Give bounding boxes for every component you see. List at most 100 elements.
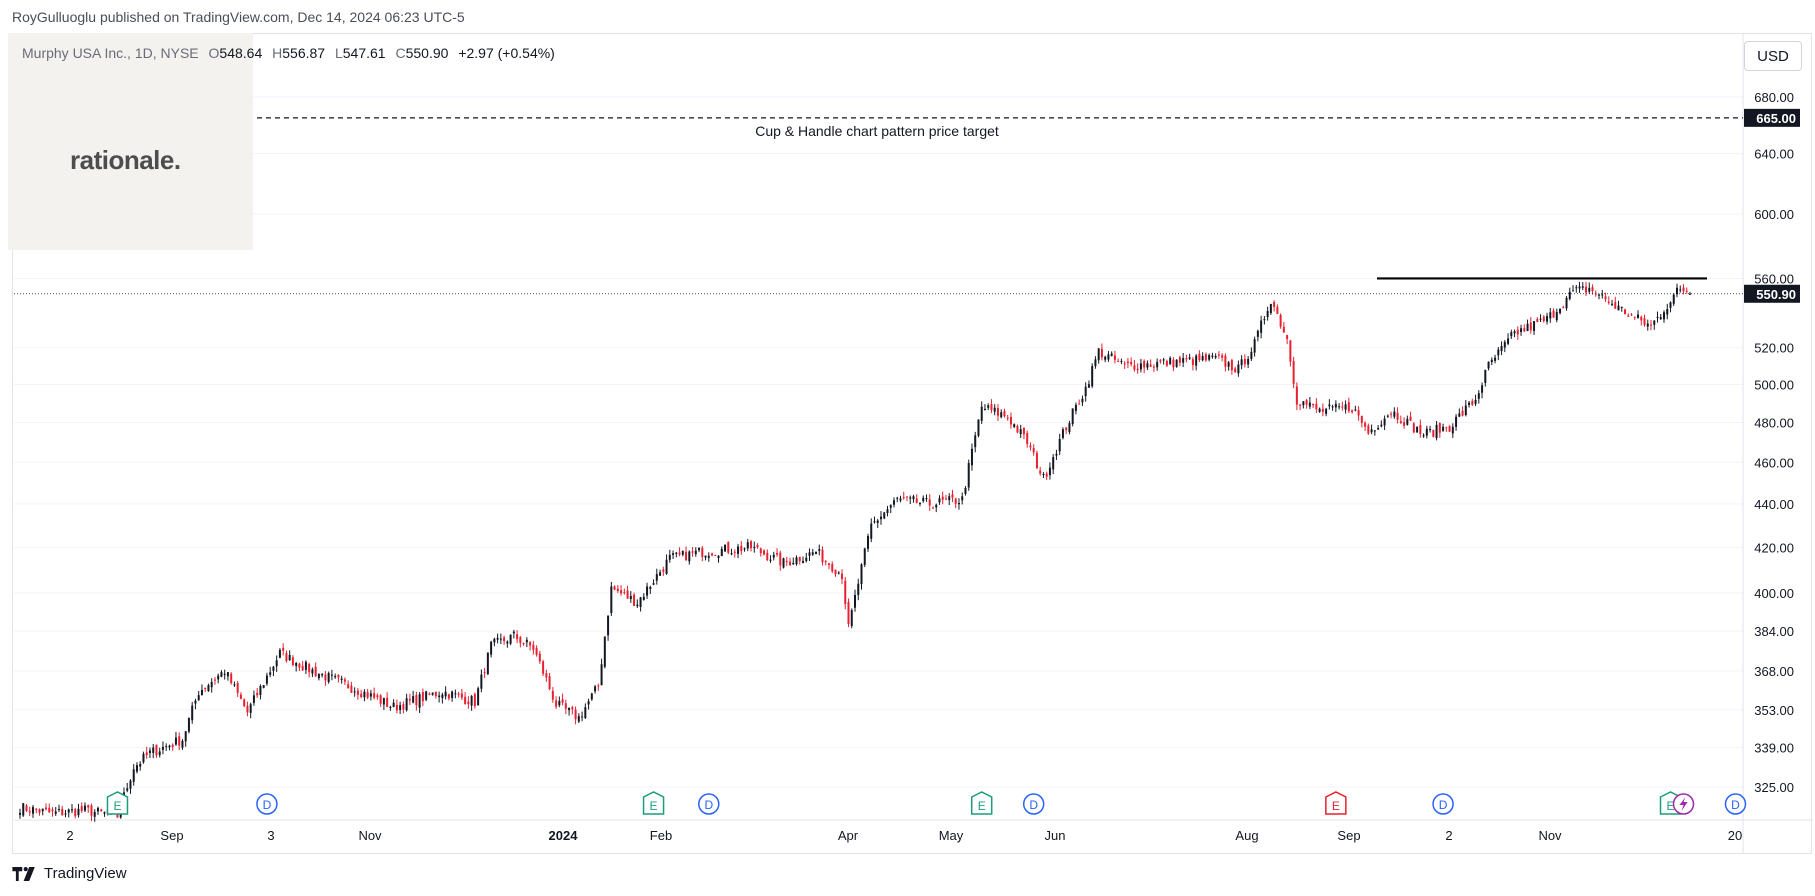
candle-body [1497,349,1500,356]
candle-body [399,705,402,711]
candle-body [509,634,512,644]
watermark-text: rationale. [70,145,181,175]
candle-body [262,685,265,688]
candle-body [1256,330,1259,337]
candle-body [239,694,242,699]
earnings-marker-text: E [1666,799,1674,813]
candle-body [1578,286,1581,289]
candle-body [490,641,493,655]
candle-body [330,674,333,676]
candle-body [1562,307,1565,309]
candle-body [369,693,372,697]
candle-body [964,487,967,494]
candle-body [1513,331,1516,334]
candle-body [974,435,977,448]
y-tick-label: 339.00 [1754,741,1794,756]
candle-body [165,746,168,748]
candle-body [31,807,34,814]
chart-frame [12,33,1812,854]
candle-body [633,594,636,606]
candle-body [551,690,554,700]
earnings-marker-text: E [650,799,658,813]
candle-body [1169,357,1172,365]
candle-body [1367,425,1370,434]
candle-body [824,561,827,563]
candle-body [1328,404,1331,407]
candle-body [1409,416,1412,421]
candle-body [1019,429,1022,435]
candle-body [1022,427,1025,435]
candle-body [1052,457,1055,470]
candle-body [688,551,691,562]
candle-body [1341,406,1344,408]
dividend-marker [1724,793,1747,815]
candle-body [941,496,944,500]
candle-body [1672,294,1675,304]
candle-body [1682,287,1685,292]
dividend-marker-text: D [1439,798,1448,812]
candle-body [35,808,38,810]
candle-body [1611,303,1614,305]
y-tick-label: 560.00 [1754,271,1794,286]
candle-body [1282,326,1285,333]
candle-body [896,497,899,499]
candle-body [1604,296,1607,300]
candle-body [1354,409,1357,411]
candle-body [1656,316,1659,318]
candle-body [22,803,25,816]
dividend-marker [698,793,720,815]
candle-body [834,569,837,575]
candle-body [496,637,499,640]
footer-brand[interactable]: TradingView [12,865,127,882]
candle-body [402,704,405,710]
candle-body [568,707,571,711]
candle-body [535,647,538,655]
candle-body [1607,301,1610,303]
candle-body [1029,445,1032,448]
candle-body [100,809,103,812]
watermark-box: rationale. [8,33,253,250]
candle-body [620,590,623,594]
candle-body [252,695,255,703]
legend-symbol: Murphy USA Inc., 1D, NYSE [22,45,199,61]
currency-button[interactable]: USD [1744,41,1802,71]
candle-body [730,553,733,555]
candle-body [1601,294,1604,296]
candle-body [1026,432,1029,445]
candle-body [1481,385,1484,393]
candle-body [1653,320,1656,325]
candle-body [525,639,528,643]
candle-body [1552,310,1555,318]
candle-body [1630,314,1633,316]
candle-body [1490,359,1493,363]
candle-body [811,552,814,555]
dividend-marker [256,793,278,815]
candle-body [639,597,642,608]
candle-body [434,691,437,697]
candle-body [587,701,590,705]
candle-body [1058,438,1061,452]
candle-body [1370,429,1373,433]
candle-body [171,744,174,747]
x-tick-label: 2 [66,828,73,843]
y-tick-label: 600.00 [1754,207,1794,222]
candle-body [57,809,60,811]
earnings-marker [106,791,129,815]
candle-body [181,740,184,748]
candle-body [207,685,210,692]
candle-body [925,498,928,500]
candle-body [25,805,28,811]
candle-body [918,502,921,504]
candle-body [714,555,717,557]
candle-body [785,561,788,563]
candle-body [19,812,21,815]
candle-body [828,563,831,566]
candle-body [249,704,252,713]
candle-body [779,552,782,566]
candle-body [841,573,844,580]
candle-body [1204,354,1207,361]
candle-body [1416,426,1419,433]
candle-body [584,707,587,719]
candle-body [967,463,970,488]
